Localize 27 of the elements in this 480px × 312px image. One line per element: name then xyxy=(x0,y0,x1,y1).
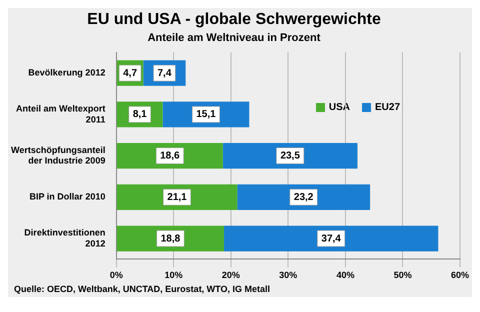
bar xyxy=(224,226,438,252)
y-tick-label: Direktinvestitionen 2012 xyxy=(24,228,106,248)
x-tick-label: 30% xyxy=(279,270,298,280)
data-label: 4,7 xyxy=(123,68,138,79)
chart-title: EU und USA - globale Schwergewichte xyxy=(87,11,381,28)
data-label: 7,4 xyxy=(158,68,172,79)
x-tick-label: 50% xyxy=(394,270,412,280)
y-tick-label: Wertschöpfungsanteil der Industrie 2009 xyxy=(11,144,106,166)
y-tick-label: BIP in Dollar 2010 xyxy=(29,192,106,202)
y-tick-label: Bevölkerung 2012 xyxy=(28,68,106,78)
x-tick-label: 10% xyxy=(164,270,183,280)
data-label: 18,8 xyxy=(160,233,181,244)
data-label: 18,6 xyxy=(160,150,180,162)
y-tick-label: Anteil am Weltexport 2011 xyxy=(16,104,106,124)
x-tick-label: 0% xyxy=(110,270,123,280)
source-note: Quelle: OECD, Weltbank, UNCTAD, Eurostat, WTO, IG Metall xyxy=(13,284,272,296)
data-label: 23,2 xyxy=(294,192,314,203)
data-label: 8,1 xyxy=(132,109,148,120)
x-tick-label: 20% xyxy=(222,270,240,280)
data-label: 15,1 xyxy=(196,109,216,120)
data-label: 37,4 xyxy=(321,233,342,244)
data-label: 21,1 xyxy=(167,192,188,203)
x-tick-label: 40% xyxy=(336,270,354,280)
data-label: 23,5 xyxy=(280,150,300,162)
x-tick-label: 60% xyxy=(450,270,469,280)
legend-label: EU27 xyxy=(374,102,400,114)
chart-subtitle: Anteile am Weltniveau in Prozent xyxy=(148,32,321,44)
